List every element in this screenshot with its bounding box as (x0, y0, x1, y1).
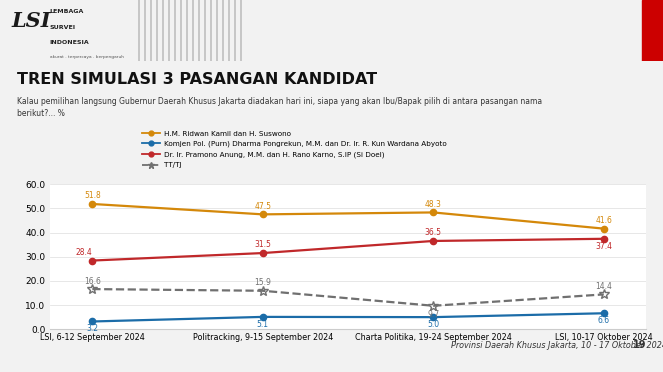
Text: 9.7: 9.7 (427, 310, 440, 319)
Text: 5.1: 5.1 (257, 320, 269, 328)
Text: 6.6: 6.6 (598, 316, 610, 325)
Text: Provinsi Daerah Khusus Jakarta, 10 - 17 Oktober 2024: Provinsi Daerah Khusus Jakarta, 10 - 17 … (451, 341, 663, 350)
Text: 16.6: 16.6 (84, 276, 101, 286)
Text: 14.4: 14.4 (595, 282, 612, 291)
Text: 51.8: 51.8 (84, 192, 101, 201)
Text: 31.5: 31.5 (255, 240, 271, 250)
Text: 3.2: 3.2 (86, 324, 98, 333)
Text: LSI: LSI (12, 11, 52, 31)
Text: 19: 19 (633, 340, 646, 350)
Text: 15.9: 15.9 (255, 278, 271, 287)
Text: akurat . terpercaya . berpengaruh: akurat . terpercaya . berpengaruh (50, 55, 124, 59)
Bar (642, 0, 663, 61)
Text: 37.4: 37.4 (595, 241, 613, 250)
Legend: H.M. Ridwan Kamil dan H. Suswono, Komjen Pol. (Purn) Dharma Pongrekun, M.M. dan : H.M. Ridwan Kamil dan H. Suswono, Komjen… (143, 131, 447, 168)
Text: 5.0: 5.0 (427, 320, 440, 329)
Text: LEMBAGA: LEMBAGA (50, 9, 84, 14)
Text: Kalau pemilihan langsung Gubernur Daerah Khusus Jakarta diadakan hari ini, siapa: Kalau pemilihan langsung Gubernur Daerah… (17, 97, 542, 118)
Text: 28.4: 28.4 (76, 248, 92, 257)
Text: 41.6: 41.6 (595, 216, 612, 225)
Text: INDONESIA: INDONESIA (50, 40, 90, 45)
Text: TREN SIMULASI 3 PASANGAN KANDIDAT: TREN SIMULASI 3 PASANGAN KANDIDAT (17, 71, 377, 87)
Text: 36.5: 36.5 (425, 228, 442, 237)
Text: 47.5: 47.5 (255, 202, 271, 211)
Text: SURVEI: SURVEI (50, 25, 76, 29)
Text: 48.3: 48.3 (425, 200, 442, 209)
